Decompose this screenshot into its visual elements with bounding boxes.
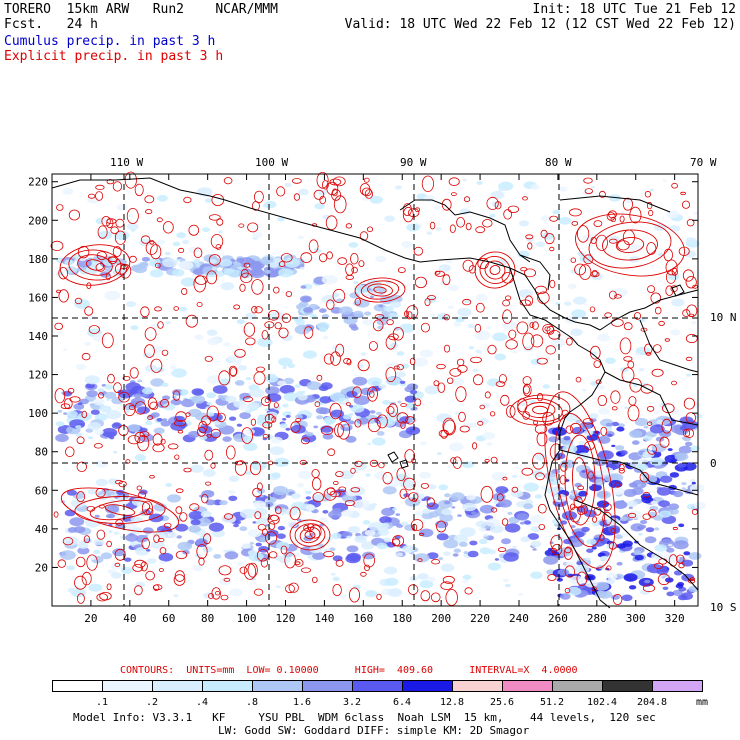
x-tick-label: 280 [587,612,607,625]
map-axes: 220 200 180 160 140 120 100 80 60 40 20 20 40 60 80 100… [28,174,698,625]
legend-swatch [202,680,253,692]
x-tick-label: 320 [665,612,685,625]
legend-label: 6.4 [392,697,412,708]
legend-label: 3.2 [342,697,362,708]
x-tick-label: 200 [431,612,451,625]
legend-label: .1 [95,697,109,708]
legend-swatch [302,680,353,692]
x-tick-label: 120 [276,612,296,625]
explicit-precip-contours [50,171,699,606]
model-run-title: TORERO 15km ARW Run2 NCAR/MMM [4,2,278,17]
legend-label: 25.6 [489,697,515,708]
legend-swatch [452,680,503,692]
legend-label: .8 [245,697,259,708]
legend-swatch [502,680,553,692]
y-tick-label: 180 [28,253,48,266]
x-tick-label: 40 [123,612,136,625]
legend-unit: mm [696,697,709,708]
x-tick-label: 300 [626,612,646,625]
explicit-precip-label: Explicit precip. in past 3 h [4,49,224,64]
lon-label-100w: 100 W [255,156,289,169]
lat-lon-grid [52,174,698,606]
legend-swatch [252,680,303,692]
lat-label-10n: 10 N [710,311,737,324]
legend-swatch [402,680,453,692]
x-tick-label: 100 [237,612,257,625]
coastlines [51,177,699,609]
y-tick-label: 120 [28,369,48,382]
legend-swatch [552,680,603,692]
lon-label-70w: 70 W [690,156,717,169]
physics-info: LW: Godd SW: Goddard DIFF: simple KM: 2D… [218,724,530,737]
lat-label-0: 0 [710,457,717,470]
x-tick-label: 260 [548,612,568,625]
cumulus-precip-fill [55,178,707,602]
valid-time: Valid: 18 UTC Wed 22 Feb 12 (12 CST Wed … [344,17,736,32]
model-info: Model Info: V3.3.1 KF YSU PBL WDM 6class… [73,711,656,724]
lat-label-10s: 10 S [710,601,737,614]
legend-label: 102.4 [586,697,618,708]
x-tick-label: 160 [353,612,373,625]
legend-swatch [52,680,103,692]
y-tick-label: 40 [35,523,48,536]
legend-swatch [652,680,703,692]
legend-swatch [352,680,403,692]
y-tick-label: 20 [35,561,48,574]
x-tick-label: 60 [162,612,175,625]
y-tick-label: 80 [35,446,48,459]
map-frame [51,173,699,607]
lon-label-80w: 80 W [545,156,572,169]
y-tick-label: 60 [35,484,48,497]
init-time: Init: 18 UTC Tue 21 Feb 12 [532,2,737,17]
legend-label: .2 [145,697,159,708]
y-tick-label: 140 [28,330,48,343]
x-tick-label: 220 [470,612,490,625]
legend-label: 12.8 [439,697,465,708]
contours-info: CONTOURS: UNITS=mm LOW= 0.10000 HIGH= 40… [120,665,578,676]
forecast-hour: Fcst. 24 h [4,17,98,32]
lon-label-90w: 90 W [400,156,427,169]
y-tick-label: 160 [28,291,48,304]
lon-label-110w: 110 W [110,156,144,169]
x-tick-label: 140 [314,612,334,625]
legend-swatch [602,680,653,692]
legend-label: 204.8 [636,697,668,708]
x-tick-label: 240 [509,612,529,625]
legend-label: 51.2 [539,697,565,708]
y-tick-label: 200 [28,214,48,227]
legend-swatch [152,680,203,692]
x-tick-label: 80 [201,612,214,625]
y-tick-label: 220 [28,176,48,189]
legend-label: 1.6 [292,697,312,708]
y-tick-label: 100 [28,407,48,420]
x-tick-label: 20 [84,612,97,625]
x-tick-label: 180 [392,612,412,625]
cumulus-precip-label: Cumulus precip. in past 3 h [4,34,216,49]
legend-label: .4 [195,697,209,708]
legend-swatch [102,680,153,692]
